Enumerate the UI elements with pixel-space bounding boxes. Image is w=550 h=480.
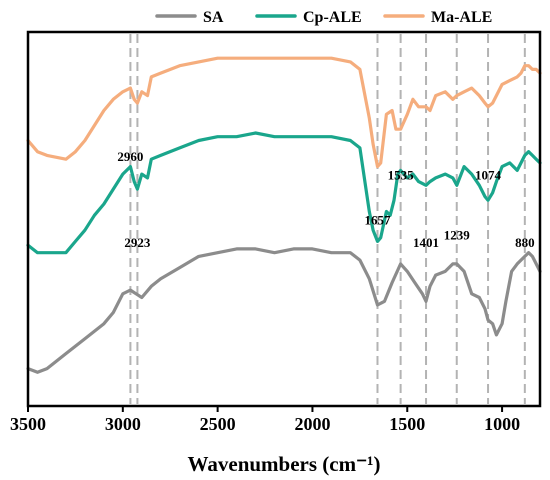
x-tick-label-1000: 1000: [484, 414, 520, 434]
legend: SA Cp-ALE Ma-ALE: [155, 9, 492, 26]
legend-label-cp-ale: Cp-ALE: [303, 9, 362, 26]
annotation-1239: 1239: [444, 228, 471, 243]
legend-label-sa: SA: [203, 9, 224, 26]
x-axis-label: Wavenumbers (cm⁻¹): [188, 452, 381, 476]
x-tick-label-2500: 2500: [200, 414, 236, 434]
annotation-880: 880: [515, 235, 535, 250]
series-line-ma-ale: [26, 56, 542, 169]
annotation-1401: 1401: [413, 235, 439, 250]
x-tick-label-3500: 3500: [10, 414, 46, 434]
annotation-2923: 2923: [124, 235, 151, 250]
legend-label-ma-ale: Ma-ALE: [431, 9, 492, 26]
x-tick-label-3000: 3000: [105, 414, 141, 434]
series-lines: [26, 56, 542, 374]
series-line-cp-ale: [26, 131, 542, 255]
plot-frame: [26, 30, 542, 408]
annotation-1535: 1535: [388, 168, 415, 183]
peak-annotations: 2960 2923 1657 1401 1535 1239 1074 880: [117, 149, 534, 250]
x-tick-label-1500: 1500: [389, 414, 425, 434]
series-line-sa: [26, 247, 542, 374]
reference-lines: [129, 34, 526, 404]
x-tick-label-2000: 2000: [294, 414, 330, 434]
annotation-1074: 1074: [475, 168, 502, 183]
x-axis-ticks: 3500 3000 2500 2000 1500 1000: [10, 406, 520, 434]
annotation-1657: 1657: [364, 213, 391, 228]
annotation-2960: 2960: [117, 149, 143, 164]
